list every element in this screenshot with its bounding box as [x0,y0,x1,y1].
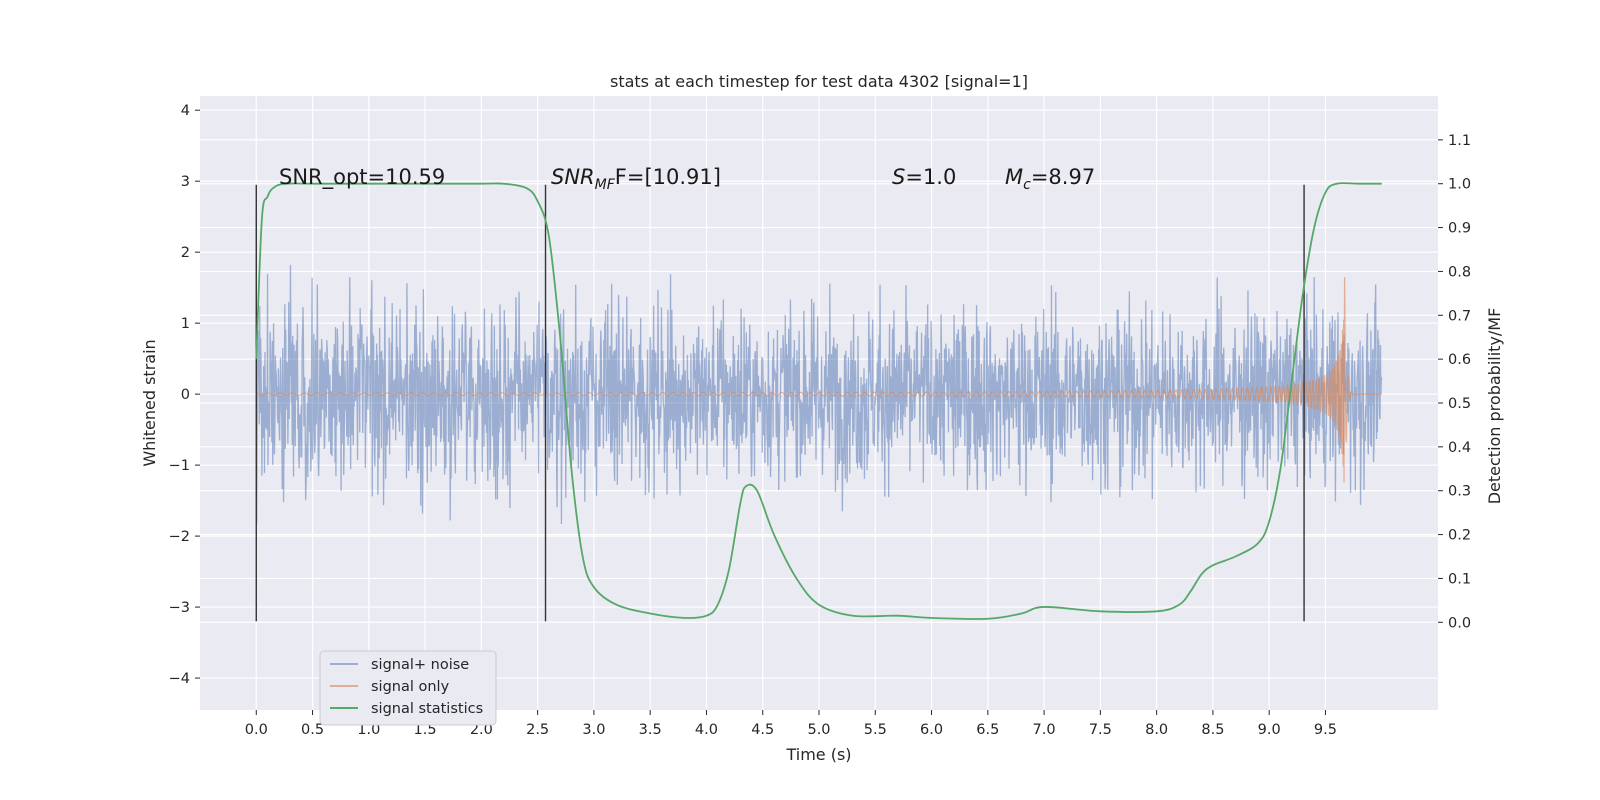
y-left-tick-label-1: −3 [169,600,190,616]
series-signal-only [256,277,1382,483]
x-tick-label-9: 4.5 [751,722,774,738]
y-right-tick-label-11: 1.1 [1448,133,1471,149]
signal-line [256,277,1382,483]
x-tick-label-10: 5.0 [807,722,830,738]
y-right-tick-label-2: 0.2 [1448,528,1471,544]
x-tick-label-14: 7.0 [1033,722,1056,738]
x-tick-label-8: 4.0 [695,722,718,738]
x-tick-label-16: 8.0 [1145,722,1168,738]
y-left-tick-label-6: 2 [181,245,190,261]
legend-label-stats: signal statistics [371,701,483,717]
y-right-tick-label-9: 0.9 [1448,221,1471,237]
x-tick-label-15: 7.5 [1089,722,1112,738]
y-axis-left: −4 −3 −2 −1 0 1 2 3 4 [169,103,200,687]
y-right-tick-label-6: 0.6 [1448,352,1471,368]
x-axis-label: Time (s) [785,745,851,764]
x-tick-label-12: 6.0 [920,722,943,738]
annotation-s-value: =1.0 [905,165,956,189]
annotation-snr-mf-sub: MF [595,177,616,193]
x-axis: 0.0 0.5 1.0 1.5 2.0 2.5 3.0 3.5 4.0 4.5 5.0 5.5 6.0 6… [245,710,1337,738]
y-right-tick-label-3: 0.3 [1448,484,1471,500]
y-right-tick-label-10: 1.0 [1448,177,1471,193]
y-left-tick-label-8: 4 [181,103,190,119]
y-right-tick-label-5: 0.5 [1448,396,1471,412]
y-right-tick-label-0: 0.0 [1448,615,1471,631]
x-tick-label-4: 2.0 [470,722,493,738]
annotation-mc-var: M [1005,165,1023,189]
x-tick-label-5: 2.5 [526,722,549,738]
y-left-tick-label-0: −4 [169,671,190,687]
annotation-snr-mf: SNRMFF=[10.91] [551,165,721,193]
y-axis-label-left: Whitened strain [140,339,159,466]
series-signal-statistics [255,182,1382,620]
noise-line [255,209,1383,525]
vertical-markers [255,184,1305,622]
x-tick-label-6: 3.0 [582,722,605,738]
y-left-tick-label-4: 0 [181,387,190,403]
y-left-tick-label-3: −1 [169,458,190,474]
x-tick-label-11: 5.5 [864,722,887,738]
x-tick-label-2: 1.0 [357,722,380,738]
stats-line [255,182,1382,620]
annotation-snr-mf-main: SNR [551,165,595,189]
annotation-mc-sub: c [1023,177,1031,193]
y-right-tick-label-1: 0.1 [1448,571,1471,587]
y-right-tick-label-4: 0.4 [1448,440,1471,456]
y-axis-label-right: Detection probability/MF [1485,308,1504,505]
annotation-mc-value: =8.97 [1031,165,1095,189]
legend: signal+ noise signal only signal statist… [319,650,497,726]
x-tick-label-19: 9.5 [1314,722,1337,738]
annotation-mc: Mc=8.97 [1005,165,1095,193]
y-left-tick-label-5: 1 [181,316,190,332]
y-left-tick-label-7: 3 [181,174,190,190]
series-signal-plus-noise [255,209,1383,525]
y-axis-right: 0.0 0.1 0.2 0.3 0.4 0.5 0.6 0.7 0.8 0.9 1.0 1.1 [1438,133,1471,631]
x-tick-label-7: 3.5 [639,722,662,738]
x-tick-label-0: 0.0 [245,722,268,738]
legend-label-noise: signal+ noise [371,657,469,673]
annotation-snr-opt: SNR_opt=10.59 [279,165,445,190]
x-tick-label-13: 6.5 [976,722,999,738]
annotation-s-var: S [892,165,905,189]
annotation-snr-mf-value: F=[10.91] [615,165,721,189]
chart-title: stats at each timestep for test data 430… [610,72,1028,91]
x-tick-label-1: 0.5 [301,722,324,738]
x-tick-label-3: 1.5 [414,722,437,738]
y-right-tick-label-8: 0.8 [1448,264,1471,280]
x-tick-label-17: 8.5 [1201,722,1224,738]
x-tick-label-18: 9.0 [1258,722,1281,738]
legend-label-signal: signal only [371,679,450,695]
legend-box [319,650,497,726]
y-right-tick-label-7: 0.7 [1448,308,1471,324]
annotation-s: S=1.0 [892,165,956,189]
y-left-tick-label-2: −2 [169,529,190,545]
